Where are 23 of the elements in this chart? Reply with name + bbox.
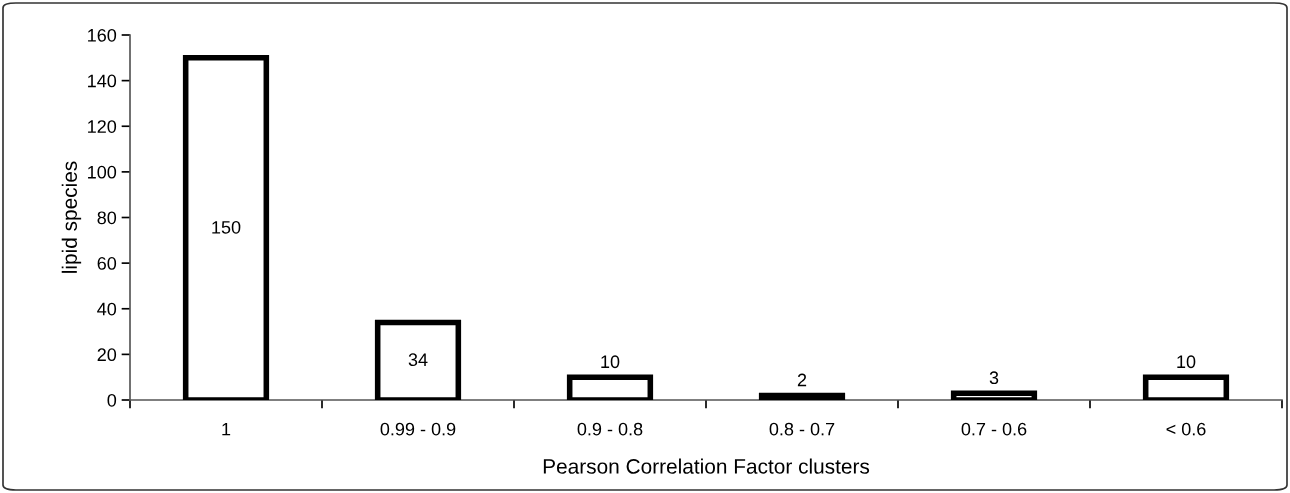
x-axis-title: Pearson Correlation Factor clusters — [543, 458, 870, 474]
x-tick-label: 0.7 - 0.6 — [961, 422, 1027, 436]
y-tick-label: 40 — [97, 302, 117, 316]
x-tick-label: 1 — [222, 422, 231, 436]
y-tick-label: 20 — [97, 348, 117, 362]
x-tick-label: 0.8 - 0.7 — [769, 422, 835, 436]
data-label: 10 — [601, 355, 620, 369]
data-label: 10 — [1177, 355, 1196, 369]
y-axis-title: lipid species — [61, 161, 82, 273]
y-tick-label: 100 — [88, 165, 117, 179]
y-tick-label: 60 — [97, 257, 117, 270]
data-label: 150 — [212, 220, 241, 234]
y-tick-label: 120 — [88, 120, 117, 133]
x-tick-label: 0.9 - 0.8 — [577, 422, 643, 436]
y-tick-label: 140 — [88, 74, 117, 88]
y-tick-label: 80 — [97, 211, 117, 225]
y-tick-label: 0 — [107, 393, 117, 407]
data-label: 2 — [797, 373, 807, 387]
x-tick-label: 0.99 - 0.9 — [380, 422, 456, 436]
x-tick-label: < 0.6 — [1166, 422, 1206, 436]
y-tick-label: 160 — [88, 28, 117, 42]
data-label: 34 — [408, 353, 428, 367]
data-label: 3 — [989, 371, 999, 385]
